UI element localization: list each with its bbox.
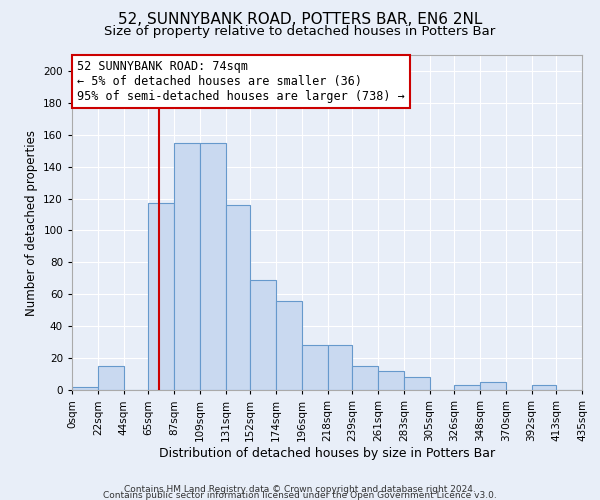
Bar	[148, 204, 174, 390]
Bar	[328, 346, 352, 390]
Bar	[200, 142, 226, 390]
Bar	[404, 377, 430, 390]
Bar	[532, 385, 556, 390]
Bar	[302, 346, 328, 390]
Text: Size of property relative to detached houses in Potters Bar: Size of property relative to detached ho…	[104, 25, 496, 38]
Bar	[174, 142, 200, 390]
Bar	[378, 371, 404, 390]
Y-axis label: Number of detached properties: Number of detached properties	[25, 130, 38, 316]
Bar	[276, 300, 302, 390]
Text: Contains public sector information licensed under the Open Government Licence v3: Contains public sector information licen…	[103, 490, 497, 500]
Bar	[454, 385, 480, 390]
Bar	[72, 387, 98, 390]
Bar	[250, 280, 276, 390]
Bar	[352, 366, 378, 390]
Bar	[98, 366, 124, 390]
X-axis label: Distribution of detached houses by size in Potters Bar: Distribution of detached houses by size …	[159, 446, 495, 460]
Text: Contains HM Land Registry data © Crown copyright and database right 2024.: Contains HM Land Registry data © Crown c…	[124, 484, 476, 494]
Bar	[480, 382, 506, 390]
Text: 52 SUNNYBANK ROAD: 74sqm
← 5% of detached houses are smaller (36)
95% of semi-de: 52 SUNNYBANK ROAD: 74sqm ← 5% of detache…	[77, 60, 405, 103]
Bar	[226, 205, 250, 390]
Text: 52, SUNNYBANK ROAD, POTTERS BAR, EN6 2NL: 52, SUNNYBANK ROAD, POTTERS BAR, EN6 2NL	[118, 12, 482, 28]
